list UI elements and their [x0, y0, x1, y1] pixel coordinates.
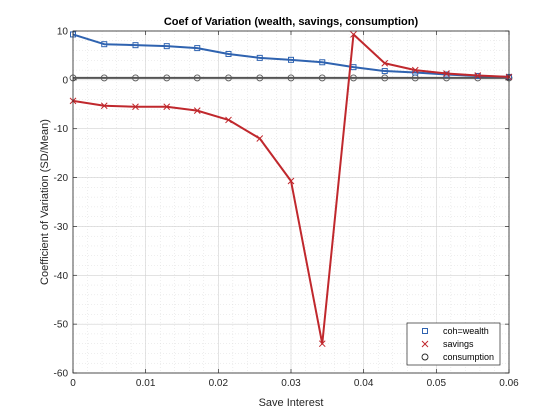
x-marker-stroke — [287, 177, 295, 185]
data-point-consumption — [225, 74, 232, 82]
x-marker-stroke — [411, 66, 419, 74]
data-point-savings — [411, 66, 419, 74]
data-point-savings — [163, 103, 171, 111]
x-tick-label: 0.02 — [209, 378, 229, 389]
data-point-coh-wealth — [194, 45, 201, 52]
legend-marker-consumption — [421, 353, 429, 361]
data-point-consumption — [193, 74, 201, 82]
data-point-savings — [256, 135, 264, 142]
legend: coh=wealth savings consumption — [406, 322, 501, 366]
data-point-savings — [381, 59, 389, 67]
chart-title: Coef of Variation (wealth, savings, cons… — [164, 16, 419, 28]
data-point-savings — [318, 340, 326, 348]
x-axis-label: Save Interest — [259, 397, 324, 409]
x-marker-stroke — [225, 116, 232, 124]
data-point-coh-wealth — [256, 54, 263, 61]
x-tick-label: 0.05 — [427, 378, 447, 389]
legend-label-consumption: consumption — [443, 352, 494, 362]
x-tick-label: 0.04 — [354, 378, 374, 389]
data-point-savings — [225, 116, 232, 124]
data-point-savings — [474, 72, 482, 79]
data-point-consumption — [100, 74, 108, 82]
legend-label-coh-wealth: coh=wealth — [443, 326, 489, 336]
series-line-coh-wealth — [72, 33, 510, 78]
x-marker-stroke — [100, 102, 108, 110]
x-tick-labels: 0 0.01 0.02 0.03 0.04 0.05 0.06 — [70, 378, 519, 389]
data-point-coh-wealth — [132, 42, 139, 49]
y-tick-label: -20 — [54, 173, 69, 184]
y-axis-label: Coefficient of Variation (SD/Mean) — [39, 119, 51, 285]
x-marker-stroke — [318, 340, 326, 348]
data-point-savings — [443, 70, 450, 77]
legend-marker-savings — [421, 340, 429, 348]
data-point-consumption — [350, 74, 357, 82]
data-point-consumption — [287, 74, 295, 82]
y-tick-label: -30 — [54, 222, 69, 233]
series-coh-wealth — [70, 31, 512, 80]
ticks — [72, 30, 510, 374]
y-tick-label: -40 — [54, 271, 69, 282]
x-marker-stroke — [474, 72, 482, 79]
data-point-consumption — [132, 74, 139, 82]
data-point-coh-wealth — [381, 68, 388, 75]
x-tick-label: 0.06 — [499, 378, 519, 389]
data-point-coh-wealth — [163, 43, 170, 50]
y-tick-label: -60 — [54, 369, 69, 380]
legend-label-savings: savings — [443, 339, 474, 349]
x-marker-stroke — [350, 31, 357, 38]
x-marker-stroke — [443, 70, 450, 77]
y-tick-labels: -60 -50 -40 -30 -20 -10 0 10 — [54, 27, 69, 380]
data-point-consumption — [163, 74, 171, 82]
data-point-savings — [350, 31, 357, 38]
data-point-consumption — [381, 74, 389, 82]
x-marker-stroke — [132, 103, 139, 111]
x-tick-label: 0 — [70, 378, 76, 389]
data-point-coh-wealth — [225, 50, 232, 57]
data-point-consumption — [256, 74, 264, 82]
data-point-coh-wealth — [288, 56, 294, 63]
x-marker-stroke — [193, 107, 201, 114]
data-point-savings — [193, 107, 201, 114]
y-tick-label: -50 — [54, 320, 69, 331]
data-point-savings — [287, 177, 295, 185]
y-tick-label: 0 — [62, 75, 68, 86]
data-point-coh-wealth — [319, 59, 326, 66]
legend-marker-coh-wealth — [422, 328, 428, 334]
data-point-consumption — [318, 74, 326, 82]
x-marker-stroke — [163, 103, 171, 111]
legend-items: coh=wealth savings consumption — [421, 326, 494, 362]
y-tick-label: 10 — [57, 27, 69, 38]
y-tick-label: -10 — [54, 124, 69, 135]
data-point-savings — [100, 102, 108, 110]
x-marker-stroke — [256, 135, 264, 142]
x-tick-label: 0.01 — [136, 378, 156, 389]
x-tick-label: 0.03 — [281, 378, 301, 389]
x-marker-stroke — [381, 59, 389, 67]
x-marker-stroke — [421, 340, 429, 348]
data-point-coh-wealth — [101, 41, 108, 48]
data-point-savings — [132, 103, 139, 111]
